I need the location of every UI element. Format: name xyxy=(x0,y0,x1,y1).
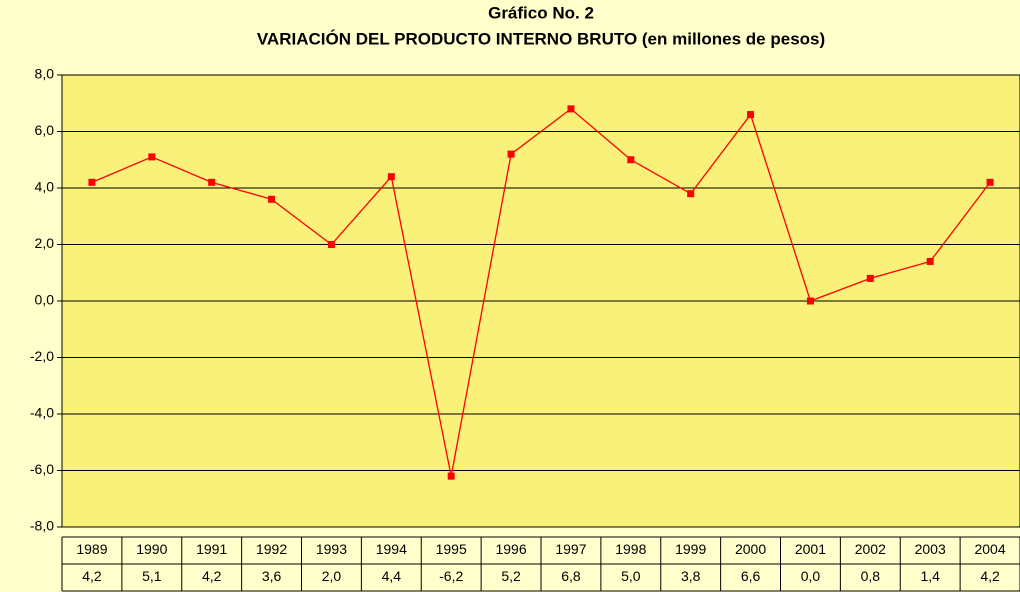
y-tick-label: -2,0 xyxy=(30,348,54,364)
y-tick-label: 8,0 xyxy=(35,66,55,82)
marker xyxy=(88,178,96,186)
x-tick-label: 1991 xyxy=(196,541,227,557)
chart-subtitle: VARIACIÓN DEL PRODUCTO INTERNO BRUTO (en… xyxy=(257,29,825,48)
value-label: 4,4 xyxy=(382,568,402,584)
chart-title: Gráfico No. 2 xyxy=(488,3,594,22)
y-tick-label: 6,0 xyxy=(35,122,55,138)
value-label: -6,2 xyxy=(439,568,463,584)
y-tick-label: -8,0 xyxy=(30,518,54,534)
y-tick-label: 4,0 xyxy=(35,179,55,195)
y-tick-label: 0,0 xyxy=(35,292,55,308)
marker xyxy=(567,105,575,113)
x-tick-label: 1990 xyxy=(136,541,167,557)
value-label: 1,4 xyxy=(920,568,940,584)
x-tick-label: 1994 xyxy=(376,541,407,557)
x-tick-label: 1995 xyxy=(436,541,467,557)
marker xyxy=(268,195,276,203)
marker xyxy=(627,156,635,164)
x-tick-label: 2003 xyxy=(915,541,946,557)
value-label: 6,6 xyxy=(741,568,761,584)
x-tick-label: 1989 xyxy=(76,541,107,557)
marker xyxy=(327,241,335,248)
value-label: 4,2 xyxy=(202,568,222,584)
marker xyxy=(447,472,455,480)
value-label: 0,0 xyxy=(801,568,821,584)
x-tick-label: 2002 xyxy=(855,541,886,557)
marker xyxy=(148,153,156,161)
marker xyxy=(687,190,695,198)
value-label: 4,2 xyxy=(82,568,102,584)
x-tick-label: 1997 xyxy=(555,541,586,557)
marker xyxy=(208,178,216,186)
x-tick-label: 2001 xyxy=(795,541,826,557)
marker xyxy=(806,297,814,305)
marker xyxy=(507,150,515,158)
x-tick-label: 1996 xyxy=(495,541,526,557)
value-label: 5,2 xyxy=(501,568,521,584)
x-tick-label: 1993 xyxy=(316,541,347,557)
x-tick-label: 1999 xyxy=(675,541,706,557)
line xyxy=(91,108,991,477)
value-label: 6,8 xyxy=(561,568,581,584)
value-label: 2,0 xyxy=(322,568,342,584)
marker xyxy=(866,274,874,282)
value-label: 5,0 xyxy=(621,568,641,584)
x-tick-label: 2000 xyxy=(735,541,766,557)
value-label: 3,6 xyxy=(262,568,282,584)
x-tick-label: 1992 xyxy=(256,541,287,557)
value-label: 3,8 xyxy=(681,568,701,584)
y-tick-label: -6,0 xyxy=(30,461,54,477)
marker xyxy=(926,257,934,265)
x-tick-label: 1998 xyxy=(615,541,646,557)
value-label: 4,2 xyxy=(980,568,1000,584)
y-tick-label: -4,0 xyxy=(30,405,54,421)
marker xyxy=(747,111,755,119)
x-tick-label: 2004 xyxy=(974,541,1005,557)
value-label: 5,1 xyxy=(142,568,162,584)
marker xyxy=(387,173,395,181)
y-tick-label: 2,0 xyxy=(35,235,55,251)
marker xyxy=(986,178,994,186)
value-label: 0,8 xyxy=(861,568,881,584)
